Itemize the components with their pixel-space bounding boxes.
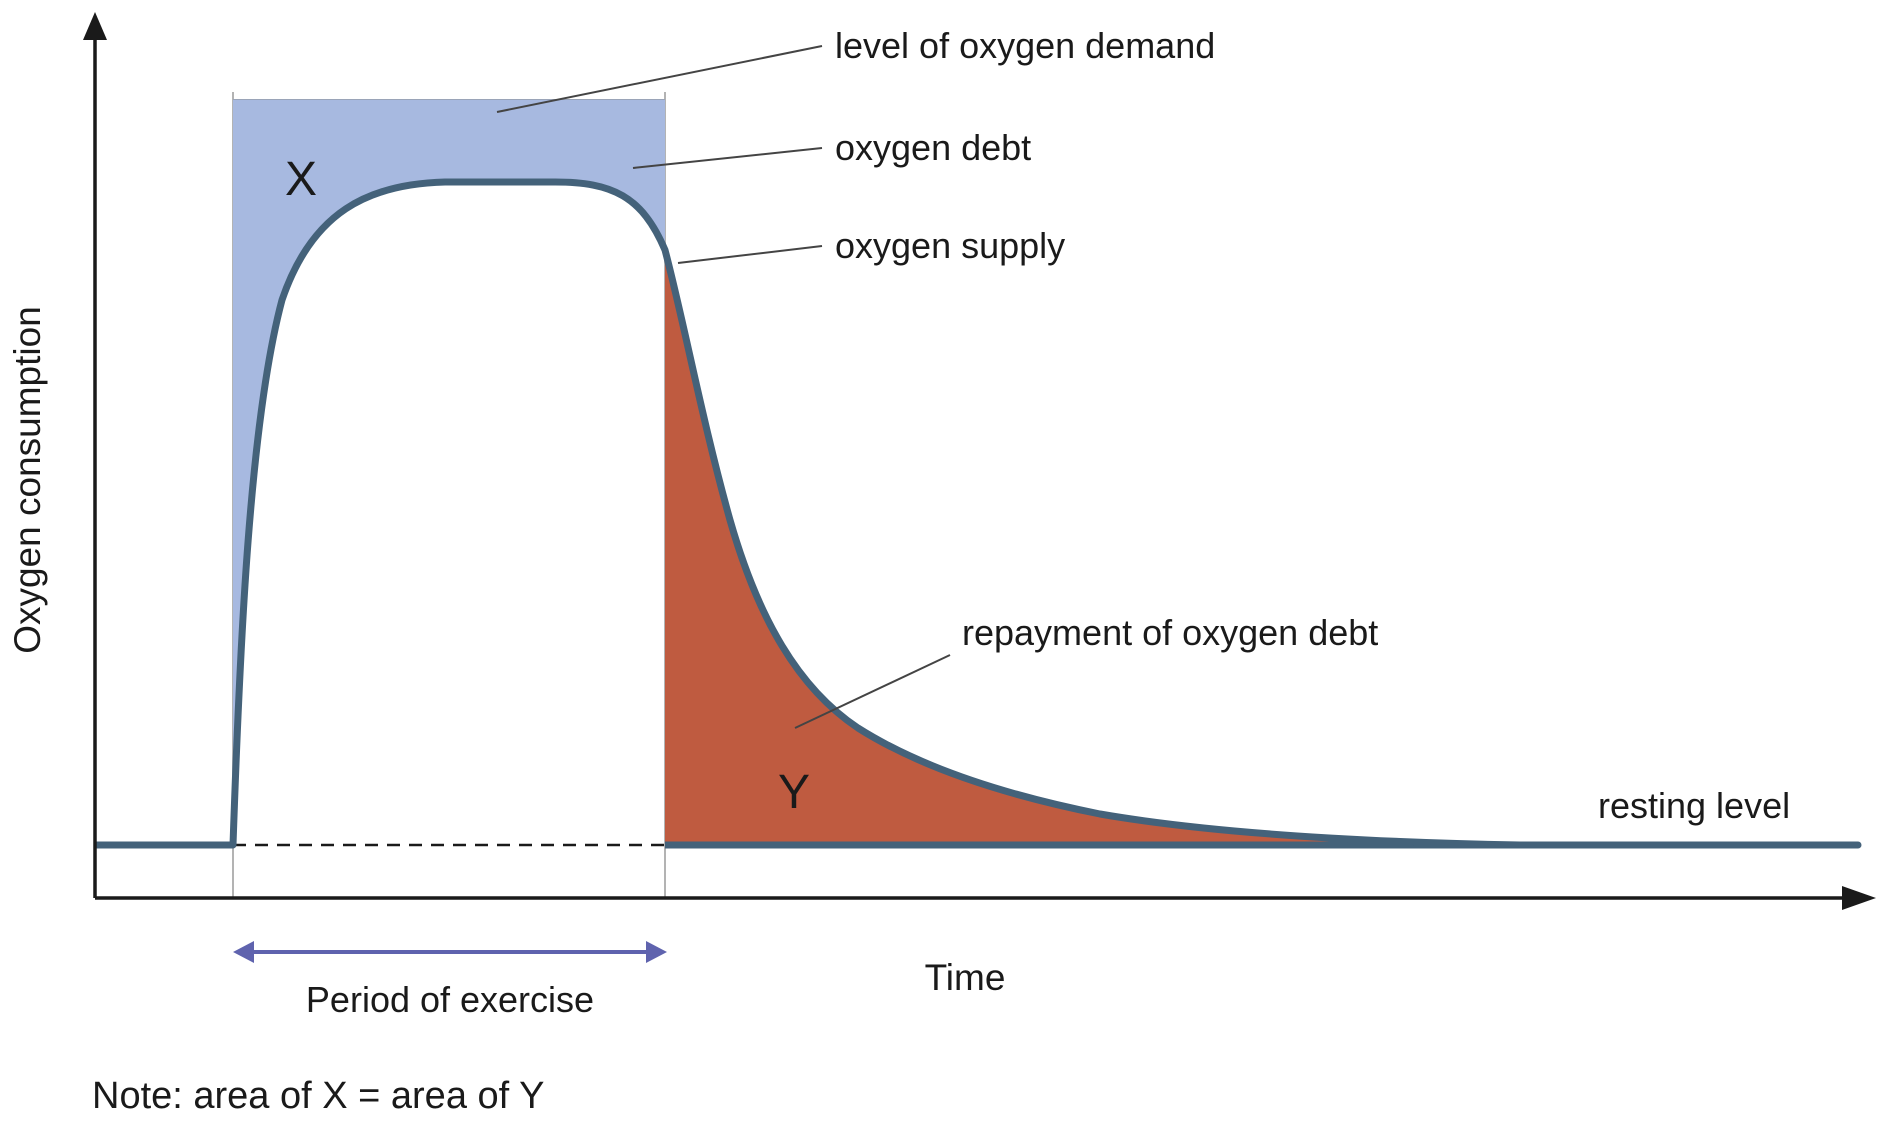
oxygen-supply-curve (229, 178, 1862, 849)
period-arrow-left-head-icon (233, 941, 254, 963)
x-axis-label: Time (925, 957, 1006, 998)
period-arrow-right-head-icon (646, 941, 667, 963)
demand-leader-line (496, 45, 823, 113)
label-resting-level: resting level (1598, 785, 1790, 826)
label-oxygen-supply: oxygen supply (835, 225, 1065, 266)
label-region-x: X (285, 153, 317, 206)
label-oxygen-demand: level of oxygen demand (835, 25, 1215, 66)
label-region-y: Y (778, 766, 810, 819)
note-text: Note: area of X = area of Y (92, 1075, 544, 1117)
y-axis-label: Oxygen consumption (7, 306, 48, 654)
label-repayment: repayment of oxygen debt (962, 612, 1378, 653)
supply-leader-line (677, 245, 823, 264)
debt-leader-line (632, 147, 823, 169)
repayment-region (665, 250, 1520, 845)
repayment-leader-line (794, 654, 951, 729)
y-axis-arrowhead-icon (83, 12, 107, 40)
oxygen-debt-region (233, 100, 665, 845)
label-period-of-exercise: Period of exercise (306, 979, 594, 1020)
label-oxygen-debt: oxygen debt (835, 127, 1031, 168)
x-axis-arrowhead-icon (1842, 886, 1876, 910)
